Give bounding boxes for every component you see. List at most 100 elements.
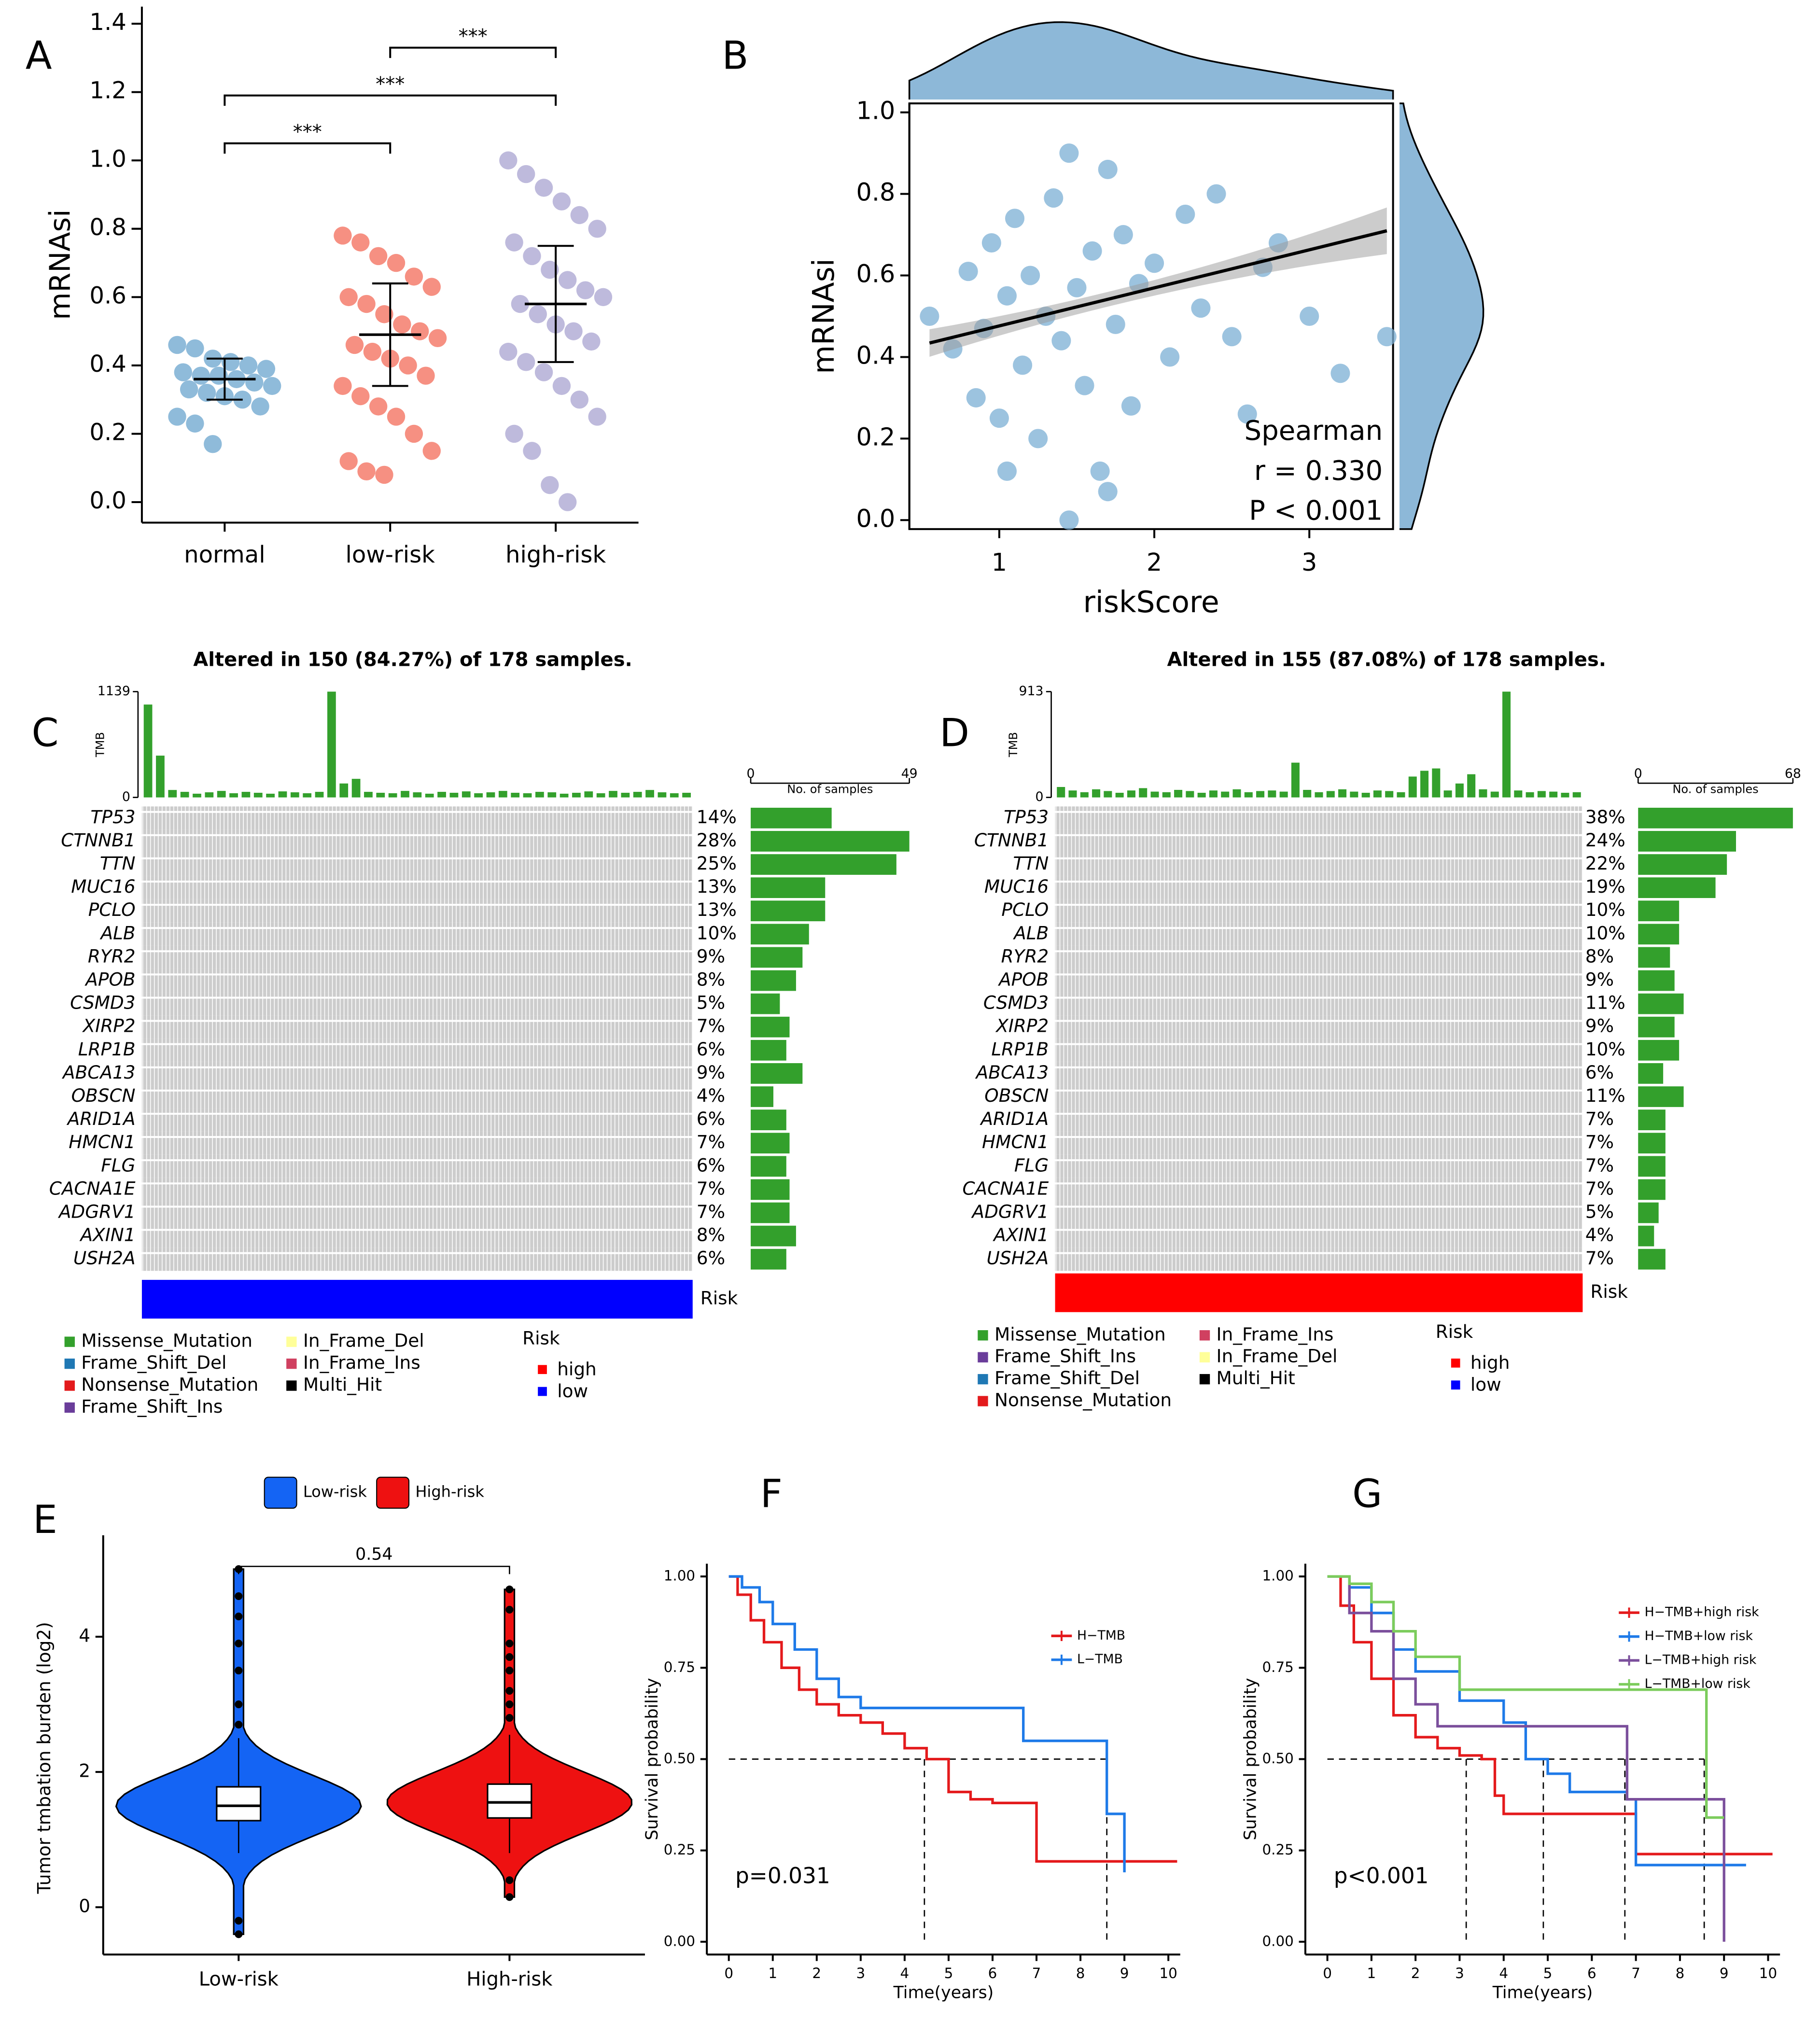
gene-label: RYR2: [88, 945, 136, 967]
point: [369, 397, 388, 416]
tmb-bar: [1068, 790, 1077, 798]
tmb-bar: [1537, 791, 1546, 798]
point: [334, 226, 352, 245]
annotation: r = 0.330: [1254, 455, 1383, 487]
tmb-bar: [1467, 774, 1476, 798]
tmb-bar: [1244, 792, 1253, 798]
y-tick-label: 0.50: [664, 1750, 695, 1767]
tmb-bar: [1221, 791, 1230, 798]
point: [594, 288, 613, 307]
point: [410, 322, 429, 340]
tmb-bar: [1197, 793, 1206, 798]
legend-swatch: [64, 1358, 75, 1369]
legend-label: Frame_Shift_Ins: [81, 1396, 223, 1417]
risk-bar: [1055, 1273, 1583, 1312]
tmb-bar: [168, 790, 177, 798]
point: [263, 377, 281, 395]
tmb-bar: [1432, 768, 1441, 798]
mutation-row: [141, 1201, 693, 1224]
y-tick-label: 0.8: [89, 214, 126, 241]
tmb-tick-label: 0: [1036, 789, 1044, 804]
sample-bar: [751, 924, 809, 945]
point: [1028, 429, 1048, 449]
x-tick-label: 6: [1587, 1965, 1596, 1981]
sample-bar: [1638, 1063, 1664, 1084]
point: [559, 493, 577, 511]
point: [1176, 204, 1195, 224]
percent-label: 6%: [697, 1108, 725, 1129]
panel-label: D: [939, 710, 969, 755]
x-tick-label: 5: [1543, 1965, 1553, 1981]
tmb-bar: [1174, 790, 1183, 798]
point: [529, 305, 547, 323]
y-tick-label: 0.6: [89, 282, 126, 309]
percent-label: 25%: [697, 853, 737, 874]
y-tick-label: 0.25: [1262, 1841, 1293, 1858]
tmb-bar: [290, 792, 299, 798]
point: [1206, 184, 1226, 204]
tmb-bar: [1385, 791, 1394, 798]
point: [958, 262, 978, 281]
percent-label: 9%: [1585, 1015, 1614, 1037]
x-tick-label: 4: [900, 1965, 910, 1981]
density-top: [908, 21, 1394, 100]
mutation-row: [141, 806, 693, 830]
tmb-bar: [1150, 791, 1159, 798]
point: [1113, 225, 1133, 245]
mutation-row: [141, 1178, 693, 1201]
legend-swatch: [978, 1396, 988, 1406]
mutation-row: [141, 1248, 693, 1271]
tmb-bar: [253, 792, 263, 798]
sample-bar: [751, 1179, 790, 1200]
outlier: [235, 1639, 243, 1648]
tmb-bar: [241, 792, 251, 798]
point: [1300, 306, 1319, 326]
point: [1013, 355, 1033, 375]
legend-swatch: [1451, 1358, 1460, 1368]
sample-bar: [1638, 1179, 1666, 1200]
survival-curve: [1327, 1575, 1724, 1819]
tmb-bar: [217, 791, 226, 798]
percent-label: 5%: [697, 992, 725, 1013]
sample-bar: [1638, 1086, 1684, 1107]
gene-label: FLG: [101, 1154, 135, 1176]
sample-bar: [751, 900, 826, 922]
risk-legend-title: Risk: [522, 1327, 560, 1348]
tmb-bar: [303, 793, 312, 798]
mutation-row: [1055, 1201, 1583, 1224]
sample-bar: [1638, 924, 1680, 945]
gene-label: TTN: [100, 853, 136, 874]
legend-label: high: [557, 1358, 597, 1379]
percent-label: 24%: [1585, 829, 1625, 851]
tmb-bar: [156, 756, 165, 798]
tmb-bar: [1338, 789, 1347, 798]
tmb-bar: [1526, 792, 1534, 798]
point: [1377, 327, 1397, 347]
y-axis-label: Tumor tmbation burden (log2): [33, 1622, 55, 1894]
gene-label: TP53: [91, 806, 136, 828]
point: [1191, 298, 1211, 318]
outlier: [505, 1585, 514, 1593]
tmb-bar: [584, 791, 593, 798]
legend-swatch: [376, 1476, 410, 1509]
tmb-bar: [1186, 791, 1194, 798]
x-tick-label: 2: [1147, 548, 1162, 576]
legend-label: Missense_Mutation: [81, 1330, 252, 1351]
sample-bar: [751, 1039, 786, 1061]
mutation-row: [1055, 1248, 1583, 1271]
risk-label: Risk: [1590, 1281, 1628, 1302]
percent-label: 8%: [697, 969, 725, 990]
gene-label: RYR2: [1001, 945, 1049, 967]
legend-swatch: [978, 1352, 988, 1362]
mutation-row: [1055, 969, 1583, 993]
gene-label: FLG: [1014, 1154, 1049, 1176]
gene-label: ADGRV1: [971, 1201, 1049, 1222]
p-value: p=0.031: [735, 1863, 830, 1888]
y-tick-label: 0.00: [664, 1933, 695, 1949]
panel-label: F: [760, 1472, 783, 1516]
point: [559, 271, 577, 289]
tmb-bar: [229, 793, 238, 798]
x-tick-label: 8: [1076, 1965, 1085, 1981]
point: [499, 151, 518, 169]
percent-label: 10%: [697, 922, 737, 943]
